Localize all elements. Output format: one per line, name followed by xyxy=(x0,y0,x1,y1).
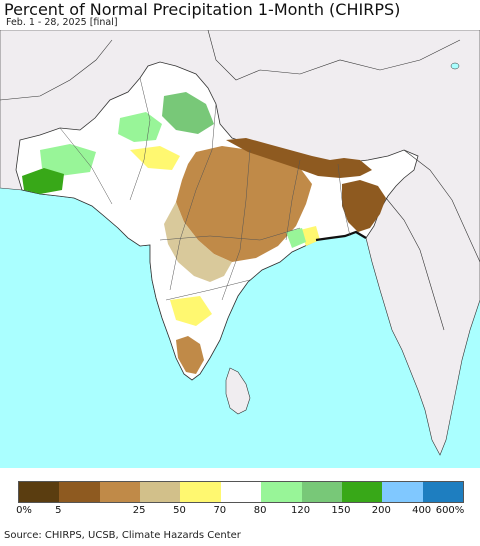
lake xyxy=(450,62,460,70)
legend-label: 150 xyxy=(331,505,351,516)
legend-swatch xyxy=(301,482,342,502)
legend-label: 25 xyxy=(132,505,146,516)
legend-label: 80 xyxy=(253,505,267,516)
surplus-baloch xyxy=(40,144,96,176)
legend-label: 50 xyxy=(173,505,186,516)
legend-swatch xyxy=(19,482,60,502)
legend-color-bar xyxy=(18,481,464,503)
map-title: Percent of Normal Precipitation 1-Month … xyxy=(4,0,401,19)
legend-label: 0% xyxy=(16,505,32,516)
legend-swatch xyxy=(220,482,262,502)
legend-swatch xyxy=(422,482,463,502)
deficit-core xyxy=(176,146,312,262)
legend-label: 600% xyxy=(435,505,465,516)
surplus-kashmir xyxy=(162,92,214,134)
sri-lanka xyxy=(225,367,251,415)
neighbour-borders xyxy=(0,30,480,331)
legend-labels: 0% 5 25 50 70 80 120 150 200 400 600% xyxy=(0,505,480,519)
legend-swatch xyxy=(341,482,383,502)
precipitation-map xyxy=(0,30,480,468)
deficit-northeast xyxy=(342,180,386,232)
yellow-west xyxy=(130,146,180,170)
yellow-south xyxy=(170,296,212,326)
surplus-punjab xyxy=(118,112,162,142)
legend-swatch xyxy=(382,482,423,502)
deficit-ring xyxy=(164,202,232,282)
legend-swatch xyxy=(140,482,181,502)
legend-swatch xyxy=(180,482,221,502)
legend-label: 200 xyxy=(371,505,391,516)
internal-borders xyxy=(59,77,351,301)
surplus-odisha xyxy=(286,228,306,248)
source-credit: Source: CHIRPS, UCSB, Climate Hazards Ce… xyxy=(4,530,241,541)
legend-label: 120 xyxy=(290,505,311,516)
legend-label: 70 xyxy=(213,505,227,516)
deficit-himalaya xyxy=(226,138,372,178)
legend-swatch xyxy=(59,482,100,502)
surplus-sindh xyxy=(22,168,64,194)
deficit-south xyxy=(176,336,204,374)
legend-label: 5 xyxy=(55,505,62,516)
bangladesh-coast xyxy=(315,230,367,242)
legend-label: 400 xyxy=(412,505,432,516)
map-subtitle: Feb. 1 - 28, 2025 [final] xyxy=(6,17,118,28)
legend-swatch xyxy=(261,482,302,502)
legend-swatch xyxy=(99,482,141,502)
